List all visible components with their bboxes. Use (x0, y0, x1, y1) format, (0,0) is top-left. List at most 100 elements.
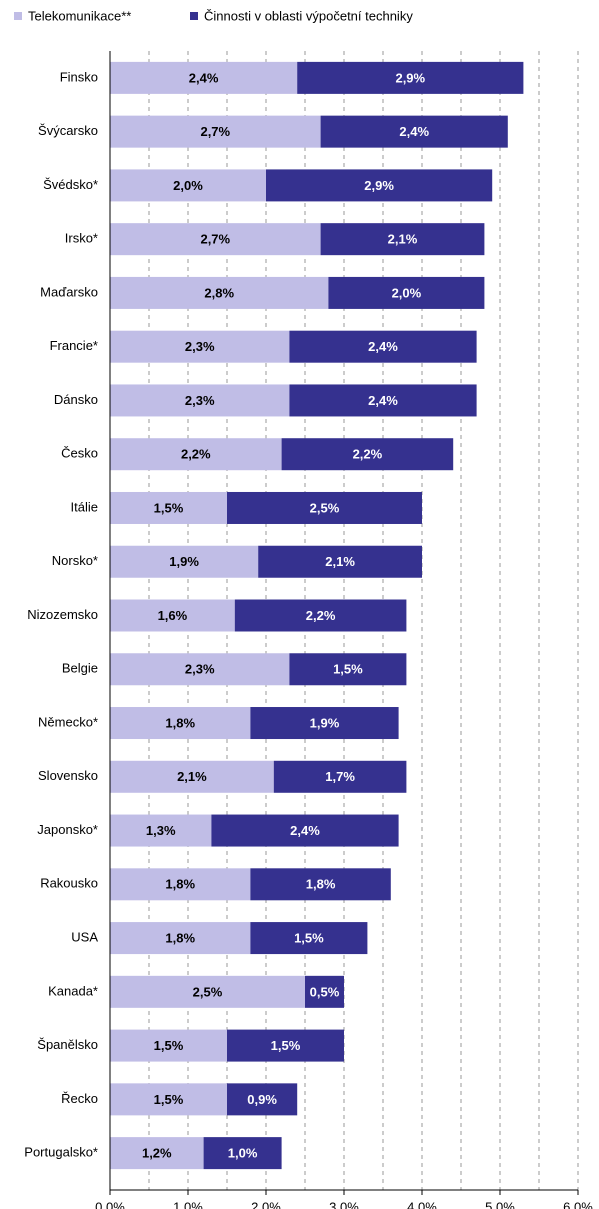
y-tick-label: Nizozemsko (27, 607, 98, 622)
y-tick-label: Řecko (61, 1091, 98, 1106)
value-label: 2,9% (364, 178, 394, 193)
y-tick-label: Belgie (62, 661, 98, 676)
bar-segment (211, 814, 399, 847)
x-tick-label: 1,0% (173, 1199, 203, 1209)
value-label: 2,2% (181, 447, 211, 462)
value-label: 1,8% (306, 877, 336, 892)
y-tick-label: Švýcarsko (38, 123, 98, 138)
value-label: 2,4% (368, 393, 398, 408)
bar-segment (110, 330, 290, 363)
y-tick-label: Slovensko (38, 768, 98, 783)
bar-segment (110, 276, 329, 309)
bar-segment (328, 276, 485, 309)
value-label: 2,4% (399, 124, 429, 139)
y-tick-label: Španělsko (37, 1037, 98, 1052)
value-label: 1,6% (158, 608, 188, 623)
bar-segment (110, 868, 251, 901)
y-tick-label: Irsko* (65, 231, 98, 246)
bar-segment (250, 707, 399, 740)
bar-segment (110, 975, 305, 1008)
value-label: 2,4% (290, 823, 320, 838)
value-label: 2,7% (200, 232, 230, 247)
bar-segment (110, 1029, 227, 1062)
value-label: 2,1% (177, 769, 207, 784)
bar-segment (250, 922, 368, 955)
value-label: 0,9% (247, 1092, 277, 1107)
value-label: 1,0% (228, 1146, 258, 1161)
bar-segment (110, 223, 321, 256)
bar-segment (110, 814, 212, 847)
y-tick-label: Maďarsko (40, 284, 98, 299)
legend-swatch (190, 12, 198, 20)
bar-segment (110, 707, 251, 740)
y-tick-label: Francie* (50, 338, 98, 353)
bar-segment (110, 599, 235, 632)
bar-segment (110, 384, 290, 417)
y-tick-label: Japonsko* (37, 822, 98, 837)
bar-segment (289, 384, 477, 417)
bar-segment (110, 438, 282, 471)
value-label: 2,5% (193, 984, 223, 999)
bar-segment (297, 61, 524, 94)
bar-segment (227, 1029, 344, 1062)
value-label: 1,3% (146, 823, 176, 838)
bar-segment (227, 491, 422, 524)
bar-segment (320, 115, 508, 148)
value-label: 1,5% (154, 500, 184, 515)
y-tick-label: Rakousko (40, 876, 98, 891)
bar-segment (234, 599, 407, 632)
bar-segment (110, 1137, 204, 1170)
value-label: 2,1% (388, 232, 418, 247)
y-tick-label: Portugalsko* (24, 1145, 98, 1160)
value-label: 2,4% (368, 339, 398, 354)
value-label: 1,8% (165, 715, 195, 730)
y-tick-label: Švédsko* (43, 177, 98, 192)
bar-segment (289, 653, 407, 686)
bar-segment (110, 61, 298, 94)
x-tick-label: 6,0% (563, 1199, 593, 1209)
x-tick-label: 0,0% (95, 1199, 125, 1209)
y-tick-label: Itálie (71, 499, 98, 514)
bar-segment (320, 223, 485, 256)
value-label: 2,4% (189, 70, 219, 85)
value-label: 2,9% (395, 70, 425, 85)
legend-label: Telekomunikace** (28, 8, 131, 23)
value-label: 1,5% (333, 662, 363, 677)
value-label: 1,8% (165, 931, 195, 946)
value-label: 1,8% (165, 877, 195, 892)
value-label: 2,8% (204, 285, 234, 300)
value-label: 1,9% (310, 715, 340, 730)
legend-swatch (14, 12, 22, 20)
value-label: 2,2% (306, 608, 336, 623)
bar-segment (110, 545, 259, 578)
value-label: 2,0% (173, 178, 203, 193)
bar-segment (110, 169, 266, 202)
bar-segment (110, 115, 321, 148)
y-tick-label: Dánsko (54, 392, 98, 407)
bar-segment (305, 975, 344, 1008)
bar-segment (110, 653, 290, 686)
value-label: 2,2% (353, 447, 383, 462)
bar-segment (110, 922, 251, 955)
y-tick-label: Finsko (60, 69, 98, 84)
value-label: 1,5% (271, 1038, 301, 1053)
y-tick-label: USA (71, 930, 98, 945)
bar-segment (203, 1137, 282, 1170)
bar-segment (250, 868, 391, 901)
bar-segment (110, 1083, 227, 1116)
value-label: 1,5% (294, 931, 324, 946)
bar-segment (110, 491, 227, 524)
value-label: 1,5% (154, 1092, 184, 1107)
value-label: 1,2% (142, 1146, 172, 1161)
value-label: 2,3% (185, 662, 215, 677)
bar-segment (110, 760, 274, 793)
legend-label: Činnosti v oblasti výpočetní techniky (204, 8, 413, 23)
y-tick-label: Česko (61, 446, 98, 461)
value-label: 2,0% (392, 285, 422, 300)
value-label: 2,1% (325, 554, 355, 569)
value-label: 2,5% (310, 500, 340, 515)
value-label: 1,5% (154, 1038, 184, 1053)
y-tick-label: Norsko* (52, 553, 98, 568)
x-tick-label: 2,0% (251, 1199, 281, 1209)
bar-segment (258, 545, 422, 578)
